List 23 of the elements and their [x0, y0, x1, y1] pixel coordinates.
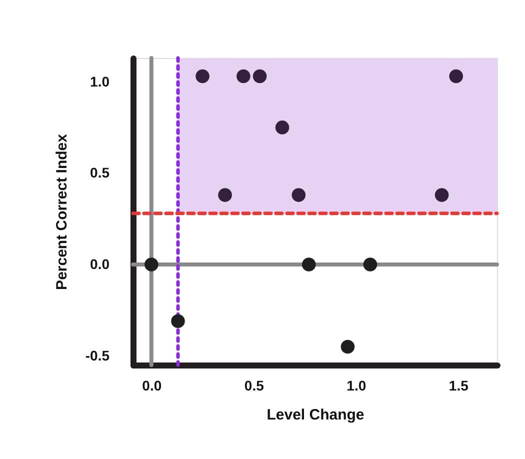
x-tick-label: 0.5 — [244, 378, 264, 394]
x-tick-label: 1.0 — [346, 378, 366, 394]
y-tick-label: -0.5 — [85, 347, 110, 364]
point — [252, 69, 267, 84]
point — [292, 188, 306, 202]
point — [363, 258, 378, 272]
point — [275, 120, 290, 134]
point — [171, 314, 185, 328]
point — [449, 69, 463, 84]
x-tick-label: 1.5 — [448, 378, 469, 394]
point — [302, 258, 316, 272]
point — [236, 69, 250, 84]
point — [434, 188, 449, 202]
point — [196, 69, 210, 84]
x-axis-title: Level Change — [266, 406, 364, 424]
point — [218, 188, 232, 202]
y-axis-title: Percent Correct Index — [53, 133, 70, 290]
point — [144, 258, 158, 272]
y-tick-label: 1.0 — [90, 73, 110, 90]
y-tick-label: 0.0 — [90, 256, 110, 272]
x-tick-label: 0.0 — [142, 378, 162, 394]
point — [340, 340, 355, 354]
y-tick-label: 0.5 — [90, 164, 110, 181]
